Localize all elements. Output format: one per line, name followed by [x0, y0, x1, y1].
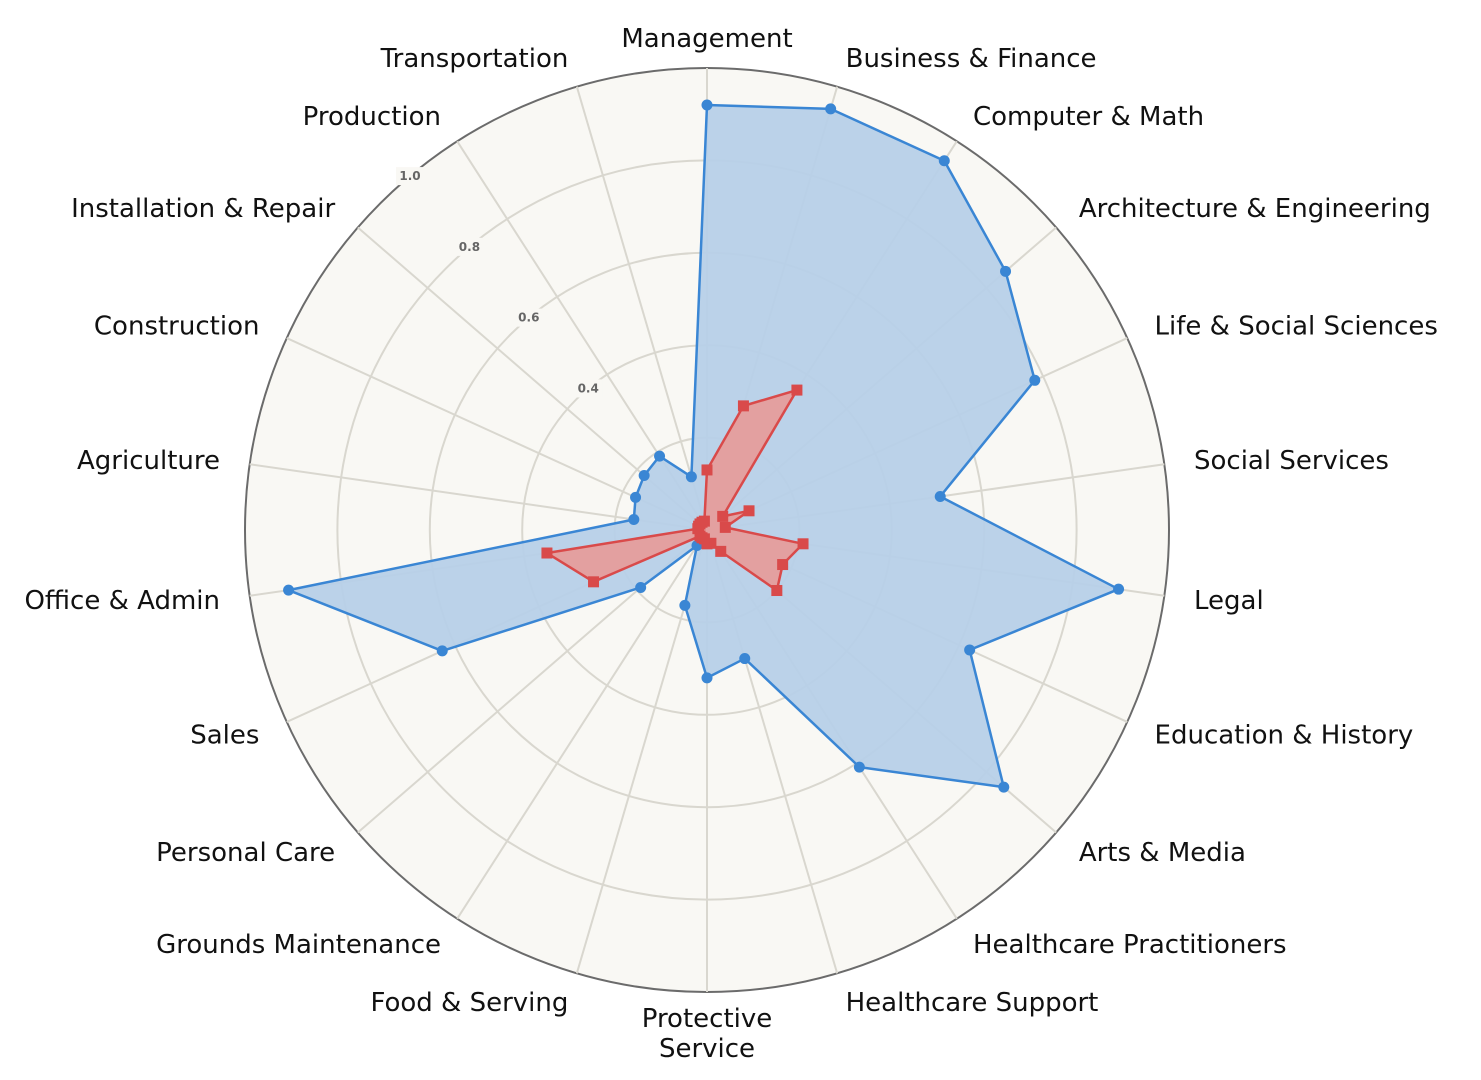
tick-label-bg: [574, 379, 603, 398]
data-point-marker[interactable]: [715, 545, 727, 557]
data-point-marker[interactable]: [934, 490, 946, 502]
data-point-marker[interactable]: [777, 559, 789, 571]
category-label: Legal: [1194, 586, 1264, 616]
data-point-marker[interactable]: [679, 599, 691, 611]
data-point-marker[interactable]: [701, 672, 713, 684]
data-point-marker[interactable]: [694, 530, 706, 542]
data-point-marker[interactable]: [771, 585, 783, 597]
category-label: Grounds Maintenance: [156, 930, 441, 960]
category-label: Personal Care: [156, 838, 335, 868]
data-point-marker[interactable]: [737, 400, 749, 412]
data-point-marker[interactable]: [638, 470, 650, 482]
data-point-marker[interactable]: [630, 491, 642, 503]
radial-tick-labels: 0.4 0.6 0.8 1.0: [396, 167, 603, 398]
radial-tick-label: 0.6: [518, 311, 539, 325]
category-label: Management: [621, 24, 792, 54]
tick-label-bg: [455, 237, 484, 256]
data-point-marker[interactable]: [825, 103, 837, 115]
data-point-marker[interactable]: [685, 471, 697, 483]
data-point-marker[interactable]: [739, 653, 751, 665]
radial-tick-label: 0.4: [578, 381, 599, 395]
series-layer: [283, 99, 1125, 793]
category-label: Business & Finance: [846, 44, 1097, 74]
data-point-marker[interactable]: [791, 384, 803, 396]
data-point-marker[interactable]: [283, 584, 295, 596]
category-label: Healthcare Practitioners: [973, 930, 1287, 960]
category-label: Education & History: [1155, 720, 1414, 750]
data-point-marker[interactable]: [541, 547, 553, 559]
data-point-marker[interactable]: [588, 576, 600, 588]
tick-label-bg: [396, 167, 425, 186]
radial-tick-label: 0.8: [459, 240, 480, 254]
grid-spoke: [456, 529, 708, 920]
series-a: [283, 99, 1125, 793]
data-point-marker[interactable]: [938, 155, 950, 167]
category-label: Arts & Media: [1079, 838, 1246, 868]
grid-spoke: [575, 86, 708, 531]
category-label: Food & Serving: [370, 988, 568, 1018]
radial-tick-label: 1.0: [399, 169, 420, 183]
data-point-marker[interactable]: [797, 538, 809, 550]
data-point-marker[interactable]: [1113, 583, 1125, 595]
data-point-marker[interactable]: [701, 99, 713, 111]
data-point-marker[interactable]: [743, 505, 755, 517]
category-label: Transportation: [380, 44, 569, 74]
data-point-marker[interactable]: [698, 515, 710, 527]
category-label: Office & Admin: [24, 586, 220, 616]
data-point-marker[interactable]: [654, 450, 666, 462]
series-b: [541, 384, 809, 597]
category-label: Agriculture: [77, 446, 220, 476]
data-point-marker[interactable]: [635, 581, 647, 593]
data-point-marker[interactable]: [628, 513, 640, 525]
category-label: Protective Service: [642, 1004, 773, 1064]
category-label: Architecture & Engineering: [1079, 194, 1431, 224]
data-point-marker[interactable]: [717, 510, 729, 522]
category-label: Sales: [190, 720, 259, 750]
data-point-marker[interactable]: [853, 761, 865, 773]
data-point-marker[interactable]: [719, 521, 731, 533]
category-labels: Management Business & Finance Computer & M…: [24, 24, 1437, 1064]
category-label: Life & Social Sciences: [1155, 312, 1438, 342]
category-label: Production: [303, 102, 441, 132]
data-point-marker[interactable]: [1029, 374, 1041, 386]
data-point-marker[interactable]: [1000, 265, 1012, 277]
data-point-marker[interactable]: [964, 644, 976, 656]
data-point-marker[interactable]: [436, 645, 448, 657]
tick-label-bg: [514, 308, 543, 327]
category-label: Construction: [94, 312, 260, 342]
category-label: Healthcare Support: [846, 988, 1099, 1018]
category-label: Social Services: [1194, 446, 1389, 476]
data-point-marker[interactable]: [998, 781, 1010, 793]
category-label: Computer & Math: [973, 102, 1204, 132]
category-label: Installation & Repair: [71, 194, 335, 224]
data-point-marker[interactable]: [701, 464, 713, 476]
